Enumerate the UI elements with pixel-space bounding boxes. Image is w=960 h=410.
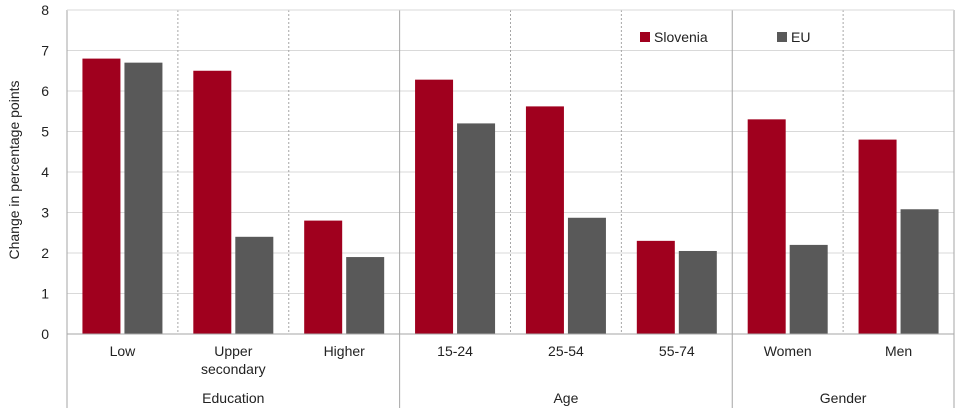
y-tick-label: 3	[41, 205, 49, 221]
bar-slovenia	[82, 58, 121, 334]
bar-eu	[235, 236, 274, 334]
group-label: Age	[553, 390, 578, 406]
bar-eu	[124, 62, 163, 335]
axes: 0 1 2 3 4 5 6 7 8 Low Upper secondary Higher 15-24 25-…	[41, 2, 955, 408]
bar-eu	[678, 250, 717, 334]
x-tick-label: 55-74	[659, 343, 695, 359]
x-tick-label: Low	[110, 343, 137, 359]
bar-slovenia	[415, 79, 454, 334]
legend: Slovenia EU	[640, 29, 810, 45]
legend-label-eu: EU	[791, 29, 810, 45]
bar-slovenia	[636, 240, 675, 334]
category-separators	[177, 10, 844, 408]
legend-swatch-slovenia	[640, 32, 650, 42]
bars	[82, 58, 939, 335]
y-tick-label: 2	[41, 245, 49, 261]
bar-slovenia	[304, 220, 343, 334]
y-tick-label: 5	[41, 124, 49, 140]
bar-slovenia	[525, 106, 564, 334]
bar-eu	[900, 209, 939, 334]
bar-slovenia	[858, 139, 897, 334]
group-label: Education	[202, 390, 264, 406]
y-tick-label: 8	[41, 2, 49, 18]
bar-slovenia	[747, 119, 786, 334]
x-tick-label: Men	[885, 343, 912, 359]
bar-eu	[789, 244, 828, 334]
x-tick-label: secondary	[201, 361, 266, 377]
bar-eu	[567, 217, 606, 334]
x-tick-label: Higher	[324, 343, 366, 359]
bar-eu	[346, 257, 385, 334]
y-axis-label: Change in percentage points	[6, 80, 22, 259]
x-tick-label: Upper	[214, 343, 252, 359]
y-tick-label: 1	[41, 286, 49, 302]
group-label: Gender	[820, 390, 867, 406]
y-tick-label: 0	[41, 326, 49, 342]
x-tick-label: 15-24	[437, 343, 473, 359]
y-tick-label: 4	[41, 164, 49, 180]
y-tick-label: 6	[41, 83, 49, 99]
y-tick-label: 7	[41, 43, 49, 59]
bar-eu	[457, 123, 496, 335]
x-tick-label: Women	[764, 343, 812, 359]
legend-swatch-eu	[777, 32, 787, 42]
x-tick-label: 25-54	[548, 343, 584, 359]
legend-label-slovenia: Slovenia	[654, 29, 708, 45]
bar-slovenia	[193, 70, 232, 334]
